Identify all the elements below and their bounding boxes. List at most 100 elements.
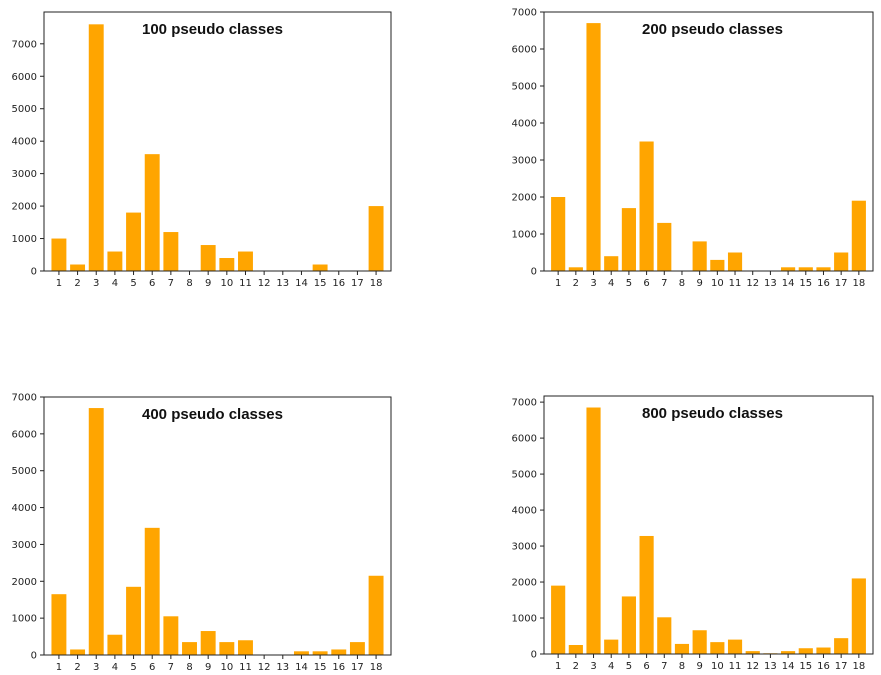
x-tick-label: 2 bbox=[74, 662, 80, 673]
chart-title: 200 pseudo classes bbox=[642, 21, 783, 38]
y-tick-label: 5000 bbox=[512, 470, 537, 481]
bar-11 bbox=[238, 640, 253, 655]
bar-5 bbox=[126, 212, 142, 271]
chart-400-pseudo-classes: 0 1000 2000 3000 4000 5000 6000 7000 1 2 3 4 5 6 7 8 9 10… bbox=[0, 383, 400, 675]
x-tick-label: 12 bbox=[746, 278, 759, 289]
x-tick-label: 1 bbox=[555, 278, 561, 289]
x-tick-label: 9 bbox=[696, 661, 702, 672]
y-tick-label: 6000 bbox=[12, 429, 37, 440]
bar-1 bbox=[51, 238, 67, 271]
x-tick-label: 2 bbox=[573, 278, 579, 289]
bar-11 bbox=[238, 251, 253, 271]
y-tick-label: 2000 bbox=[512, 193, 537, 204]
x-tick-label: 10 bbox=[711, 278, 724, 289]
x-tick-label: 4 bbox=[112, 278, 118, 289]
x-tick-label: 4 bbox=[608, 278, 614, 289]
x-tick-label: 5 bbox=[626, 278, 632, 289]
x-tick-label: 13 bbox=[276, 662, 289, 673]
y-tick-label: 3000 bbox=[512, 156, 537, 167]
bar-18 bbox=[368, 575, 384, 655]
bar-6 bbox=[639, 535, 654, 654]
chart-800-pseudo-classes: 0 1000 2000 3000 4000 5000 6000 7000 1 2 3 4 5 6 7 8 9 10… bbox=[481, 383, 881, 675]
x-tick-label: 11 bbox=[729, 278, 742, 289]
y-tick-label: 7000 bbox=[512, 398, 537, 409]
x-tick-label: 6 bbox=[643, 661, 649, 672]
y-tick-label: 5000 bbox=[512, 82, 537, 93]
chart-title: 100 pseudo classes bbox=[142, 21, 283, 38]
x-tick-label: 12 bbox=[258, 662, 271, 673]
bar-16 bbox=[816, 267, 831, 271]
x-tick-label: 17 bbox=[835, 278, 848, 289]
x-tick-label: 8 bbox=[679, 278, 685, 289]
y-tick-label: 3000 bbox=[12, 169, 37, 180]
bar-17 bbox=[349, 642, 365, 655]
x-tick-label: 6 bbox=[643, 278, 649, 289]
bar-9 bbox=[200, 631, 216, 655]
x-tick-label: 9 bbox=[696, 278, 702, 289]
bar-3 bbox=[586, 23, 601, 271]
bar-18 bbox=[851, 578, 866, 654]
plot-frame bbox=[543, 395, 874, 655]
y-tick-label: 0 bbox=[531, 650, 537, 661]
bar-7 bbox=[657, 617, 672, 654]
bar-16 bbox=[331, 649, 347, 655]
bar-16 bbox=[816, 647, 831, 654]
bar-7 bbox=[163, 232, 179, 271]
x-tick-label: 13 bbox=[764, 661, 777, 672]
bar-17 bbox=[834, 638, 849, 654]
x-tick-label: 15 bbox=[314, 278, 327, 289]
y-tick-label: 6000 bbox=[12, 72, 37, 83]
y-tick-label: 7000 bbox=[512, 8, 537, 19]
x-tick-label: 11 bbox=[239, 278, 252, 289]
bar-10 bbox=[710, 642, 725, 654]
bar-5 bbox=[621, 596, 636, 654]
bar-4 bbox=[604, 256, 619, 271]
x-tick-label: 3 bbox=[590, 661, 596, 672]
chart-100-pseudo-classes: 0 1000 2000 3000 4000 5000 6000 7000 1 2 3 4 5 6 7 8 9 10… bbox=[0, 0, 400, 300]
x-tick-label: 14 bbox=[782, 278, 795, 289]
x-tick-label: 11 bbox=[239, 662, 252, 673]
x-tick-label: 6 bbox=[149, 662, 155, 673]
bar-17 bbox=[834, 252, 849, 271]
y-tick-label: 0 bbox=[531, 267, 537, 278]
y-tick-label: 1000 bbox=[12, 234, 37, 245]
chart-200-pseudo-classes: 0 1000 2000 3000 4000 5000 6000 7000 1 2 3 4 5 6 7 8 9 10… bbox=[481, 0, 881, 300]
bar-2 bbox=[70, 649, 86, 655]
y-tick-label: 3000 bbox=[512, 542, 537, 553]
bar-2 bbox=[568, 267, 583, 271]
bar-1 bbox=[51, 594, 67, 655]
x-tick-label: 5 bbox=[130, 662, 136, 673]
x-tick-label: 14 bbox=[782, 661, 795, 672]
x-tick-label: 16 bbox=[817, 661, 830, 672]
bar-7 bbox=[657, 222, 672, 271]
y-tick-label: 3000 bbox=[12, 540, 37, 551]
y-tick-label: 0 bbox=[31, 267, 37, 278]
x-tick-label: 3 bbox=[93, 662, 99, 673]
chart-title: 800 pseudo classes bbox=[642, 405, 783, 422]
x-tick-label: 5 bbox=[130, 278, 136, 289]
bar-4 bbox=[107, 634, 123, 655]
y-tick-label: 7000 bbox=[12, 393, 37, 404]
bar-8 bbox=[674, 643, 690, 654]
x-tick-label: 12 bbox=[746, 661, 759, 672]
bar-6 bbox=[144, 154, 160, 271]
x-tick-label: 8 bbox=[186, 278, 192, 289]
x-tick-label: 16 bbox=[817, 278, 830, 289]
y-tick-label: 7000 bbox=[12, 39, 37, 50]
bar-4 bbox=[604, 639, 619, 654]
x-tick-label: 10 bbox=[711, 661, 724, 672]
plot-frame bbox=[43, 396, 392, 656]
bar-11 bbox=[727, 252, 743, 271]
x-tick-label: 16 bbox=[332, 662, 345, 673]
x-tick-label: 3 bbox=[93, 278, 99, 289]
bar-9 bbox=[200, 245, 216, 271]
bar-3 bbox=[88, 408, 104, 655]
x-tick-label: 10 bbox=[220, 662, 233, 673]
x-tick-label: 18 bbox=[370, 662, 383, 673]
x-tick-label: 7 bbox=[168, 278, 174, 289]
bar-15 bbox=[312, 264, 328, 271]
y-tick-label: 2000 bbox=[512, 578, 537, 589]
bar-3 bbox=[586, 407, 601, 654]
bar-4 bbox=[107, 251, 123, 271]
